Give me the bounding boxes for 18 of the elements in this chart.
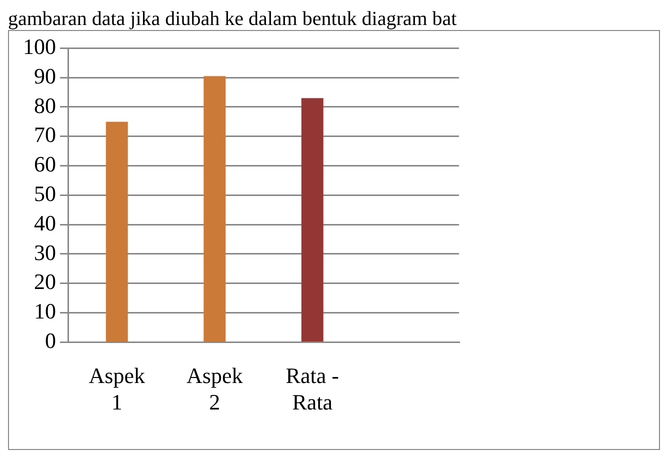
y-tick-label: 0 xyxy=(45,328,56,353)
bar xyxy=(301,98,324,342)
x-tick-label: Aspek 2 xyxy=(186,363,243,415)
bar xyxy=(106,122,128,342)
y-tick-label: 80 xyxy=(34,92,56,118)
text: gambaran data jika diubah ke dalam bentuk diagram bat xyxy=(8,8,458,30)
y-tick-label: 100 xyxy=(23,34,56,59)
y-tick-label: 40 xyxy=(34,210,56,236)
y-tick-label: 70 xyxy=(34,122,56,148)
y-tick-label: 20 xyxy=(34,269,56,294)
y-tick-label: 50 xyxy=(34,180,56,206)
y-tick-label: 90 xyxy=(34,63,56,88)
y-tick-label: 10 xyxy=(34,298,56,324)
y-tick-label: 60 xyxy=(34,152,56,177)
x-tick-label: Aspek 1 xyxy=(88,363,145,415)
bar xyxy=(204,76,226,342)
y-tick-label: 30 xyxy=(34,240,56,265)
x-tick-label: Rata - Rata xyxy=(286,363,339,415)
